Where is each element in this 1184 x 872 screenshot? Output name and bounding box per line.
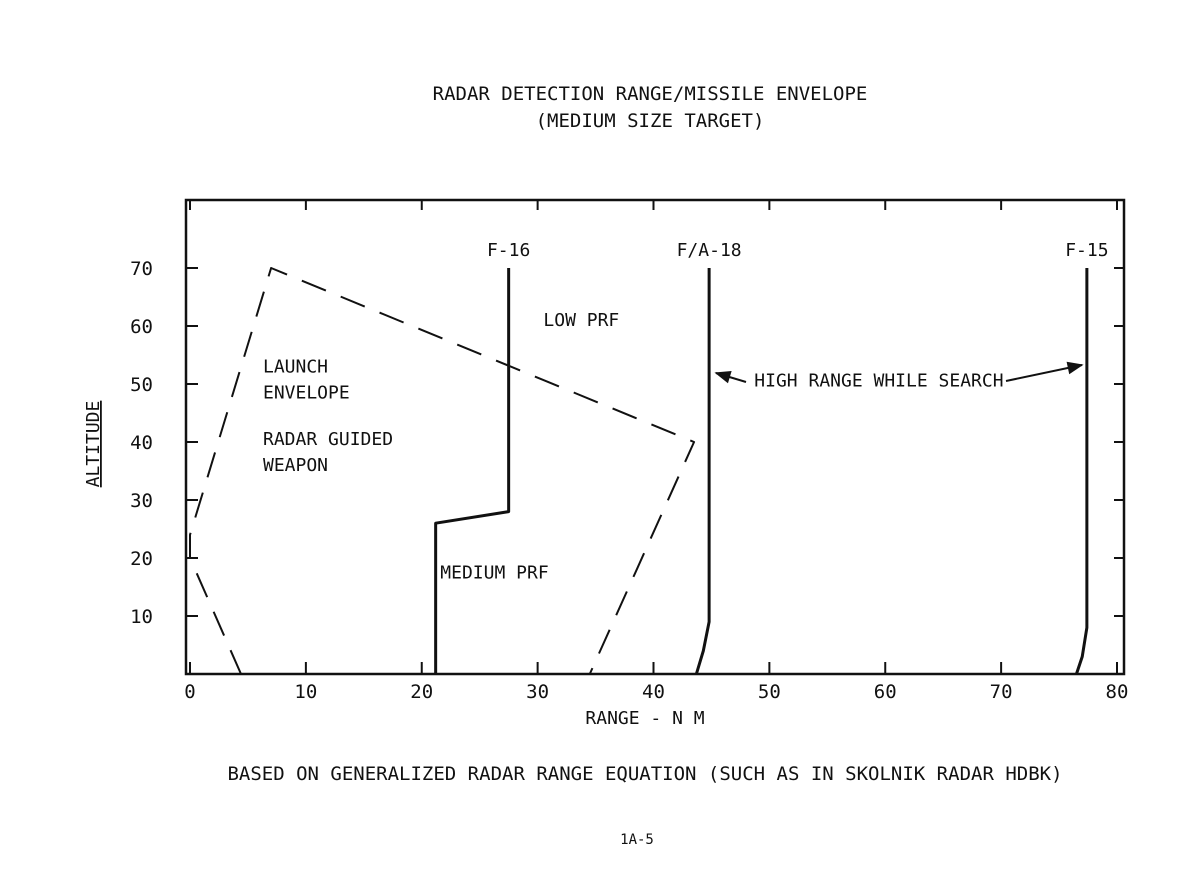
series-group: F-16 F/A-18 F-15 [189, 240, 1109, 675]
x-tick-label: 60 [874, 681, 897, 703]
chart-subtitle: (MEDIUM SIZE TARGET) [536, 110, 765, 132]
series-line-f-15 [1075, 268, 1089, 675]
footnote: BASED ON GENERALIZED RADAR RANGE EQUATIO… [227, 763, 1062, 785]
x-tick-label: 0 [184, 681, 195, 703]
y-tick-label: 30 [130, 490, 153, 512]
x-tick-label: 40 [642, 681, 665, 703]
series-label: F-16 [487, 240, 530, 261]
annotation-label: ENVELOPE [263, 383, 350, 404]
x-tick-label: 80 [1106, 681, 1129, 703]
y-tick-label: 60 [130, 316, 153, 338]
x-tick-label: 70 [990, 681, 1013, 703]
series-label: F/A-18 [677, 240, 742, 261]
y-axis-label: ALTITUDE [83, 401, 104, 488]
annotation-label: RADAR GUIDED [263, 429, 393, 450]
plot-frame [184, 198, 1126, 676]
launch-envelope-line [189, 267, 696, 675]
y-tick-label: 70 [130, 258, 153, 280]
x-tick-label: 20 [410, 681, 433, 703]
x-tick-label: 10 [294, 681, 317, 703]
series-line-f-16 [434, 268, 511, 674]
series-line-f-a-18 [694, 268, 711, 675]
x-tick-label: 30 [526, 681, 549, 703]
arrow-to-f15 [1005, 361, 1084, 382]
annotation-label: MEDIUM PRF [440, 562, 548, 583]
arrow-to-fa18 [714, 371, 747, 384]
y-tick-label: 40 [130, 432, 153, 454]
annotation-label: LAUNCH [263, 356, 328, 377]
annotation-label: WEAPON [263, 455, 328, 476]
axis-ticks: 0 10 20 30 40 50 60 70 80 10 20 30 40 50 60 70 [130, 200, 1128, 703]
annotation-group: LOW PRF LAUNCH ENVELOPE RADAR GUIDED WEAPON M… [263, 310, 1004, 583]
y-tick-label: 50 [130, 374, 153, 396]
y-tick-label: 20 [130, 548, 153, 570]
annotation-label: HIGH RANGE WHILE SEARCH [754, 370, 1003, 391]
chart-title: RADAR DETECTION RANGE/MISSILE ENVELOPE [433, 83, 868, 105]
annotation-label: LOW PRF [543, 310, 619, 331]
x-axis-label: RANGE - N M [585, 708, 704, 729]
series-label: F-15 [1065, 240, 1108, 261]
x-tick-label: 50 [758, 681, 781, 703]
y-tick-label: 10 [130, 606, 153, 628]
page-number: 1A-5 [620, 832, 654, 848]
